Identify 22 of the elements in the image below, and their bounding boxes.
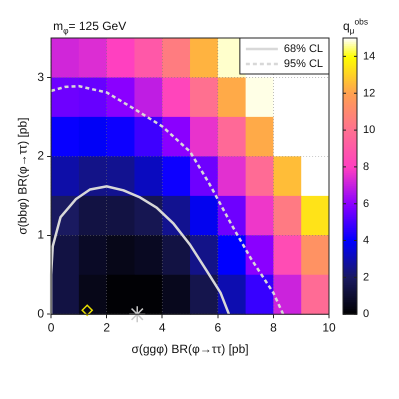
y-axis-title: σ(bbφ) BR(φ→ττ) [pb] [16, 118, 30, 235]
x-tick-label: 2 [103, 320, 110, 335]
x-tick-label: 4 [158, 320, 166, 335]
y-tick-label: 2 [37, 148, 44, 163]
color-bar-label: 10 [363, 124, 376, 136]
y-tick-label: 0 [37, 306, 44, 321]
x-tick-label: 8 [270, 320, 278, 335]
color-bar-label: 8 [363, 160, 370, 173]
y-tick-label: 3 [37, 70, 44, 84]
y-tick-label: 1 [37, 228, 44, 242]
color-bar-label: 4 [363, 234, 370, 247]
x-tick-label: 0 [48, 320, 55, 335]
x-axis-title: σ(ggφ) BR(φ→ττ) [pb] [131, 342, 249, 356]
legend-label: 68% CL [284, 43, 324, 56]
color-bar-label: 12 [363, 87, 376, 100]
color-bar-label: 2 [363, 271, 370, 284]
color-bar-label: 0 [363, 308, 370, 320]
color-bar-label: 6 [363, 198, 370, 210]
color-bar-label: 14 [363, 50, 376, 62]
legend-label: 95% CL [284, 58, 324, 70]
x-tick-label: 10 [322, 320, 336, 335]
x-tick-label: 6 [214, 320, 222, 335]
